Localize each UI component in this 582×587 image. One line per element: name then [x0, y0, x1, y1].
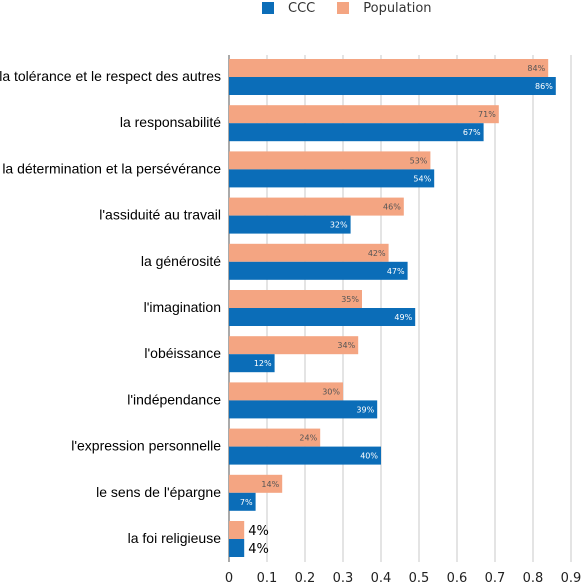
bar-ccc-0[interactable] — [229, 77, 556, 95]
x-tick-label-9: 0.9 — [561, 571, 582, 586]
value-label-ccc-4: 47% — [387, 267, 405, 276]
legend-item-population[interactable]: Population — [337, 0, 432, 16]
value-label-ccc-3: 32% — [330, 221, 348, 230]
x-tick-label-0: 0 — [225, 571, 233, 586]
bar-ccc-7[interactable] — [229, 400, 378, 419]
legend-item-ccc[interactable]: CCC — [262, 1, 315, 16]
value-label-population-3: 46% — [383, 203, 401, 212]
category-label-4: la générosité — [141, 253, 221, 269]
category-label-9: le sens de l'épargne — [96, 484, 221, 500]
value-label-ccc-0: 86% — [535, 82, 553, 91]
bar-population-8[interactable] — [229, 428, 321, 447]
legend-swatch-ccc — [262, 2, 274, 14]
value-label-population-7: 30% — [322, 387, 340, 396]
value-label-population-1: 71% — [478, 110, 496, 119]
category-label-10: la foi religieuse — [128, 530, 222, 546]
bar-ccc-9[interactable] — [229, 492, 256, 511]
category-label-2: la détermination et la persévérance — [2, 160, 221, 176]
legend-label-ccc: CCC — [288, 0, 316, 16]
value-label-ccc-6: 12% — [254, 359, 272, 368]
category-label-8: l'expression personnelle — [71, 438, 221, 454]
legend-label-population: Population — [363, 0, 432, 16]
bar-ccc-10[interactable] — [229, 539, 245, 557]
legend: CCC Population — [262, 0, 454, 16]
value-label-ccc-7: 39% — [356, 405, 374, 414]
value-label-population-0: 84% — [527, 64, 545, 73]
value-label-population-5: 35% — [341, 295, 359, 304]
x-tick-label-3: 0.3 — [333, 571, 354, 586]
value-label-ccc-9: 7% — [240, 498, 253, 507]
bar-ccc-6[interactable] — [229, 354, 275, 373]
bar-population-1[interactable] — [229, 105, 499, 124]
value-label-population-8: 24% — [299, 434, 317, 443]
value-label-population-6: 34% — [337, 341, 355, 350]
category-label-6: l'obéissance — [144, 345, 221, 361]
value-label-population-2: 53% — [410, 156, 428, 165]
category-label-7: l'indépendance — [127, 391, 221, 407]
bar-population-9[interactable] — [229, 474, 283, 493]
value-label-ccc-5: 49% — [394, 313, 412, 322]
x-tick-label-2: 0.2 — [295, 571, 316, 586]
bar-population-4[interactable] — [229, 243, 389, 262]
category-label-5: l'imagination — [144, 299, 221, 315]
value-label-ccc-2: 54% — [413, 174, 431, 183]
x-tick-label-6: 0.6 — [447, 571, 468, 586]
category-label-3: l'assiduité au travail — [99, 207, 221, 223]
bar-population-5[interactable] — [229, 290, 362, 308]
value-label-ccc-8: 40% — [360, 452, 378, 461]
bar-population-2[interactable] — [229, 151, 431, 170]
bar-population-3[interactable] — [229, 197, 404, 216]
category-label-1: la responsabilité — [120, 114, 221, 130]
bar-ccc-4[interactable] — [229, 261, 408, 280]
x-tick-label-1: 0.1 — [257, 571, 278, 586]
bar-population-10[interactable] — [229, 521, 245, 539]
value-label-population-10: 4% — [248, 524, 269, 539]
bar-ccc-8[interactable] — [229, 446, 381, 465]
category-label-0: la tolérance et le respect des autres — [0, 68, 221, 84]
value-label-population-9: 14% — [261, 480, 279, 489]
bar-ccc-2[interactable] — [229, 169, 435, 188]
value-label-ccc-1: 67% — [463, 128, 481, 137]
x-tick-label-4: 0.4 — [371, 571, 392, 586]
legend-swatch-population — [337, 2, 350, 14]
value-label-ccc-10: 4% — [248, 542, 269, 557]
bar-ccc-3[interactable] — [229, 215, 351, 234]
bar-population-0[interactable] — [229, 59, 549, 77]
x-tick-label-7: 0.7 — [485, 571, 506, 586]
bar-population-7[interactable] — [229, 382, 343, 401]
bar-ccc-1[interactable] — [229, 123, 484, 142]
x-tick-label-8: 0.8 — [523, 571, 544, 586]
value-label-population-4: 42% — [368, 249, 386, 258]
x-tick-label-5: 0.5 — [409, 571, 430, 586]
bar-population-6[interactable] — [229, 336, 359, 355]
bar-ccc-5[interactable] — [229, 308, 416, 326]
